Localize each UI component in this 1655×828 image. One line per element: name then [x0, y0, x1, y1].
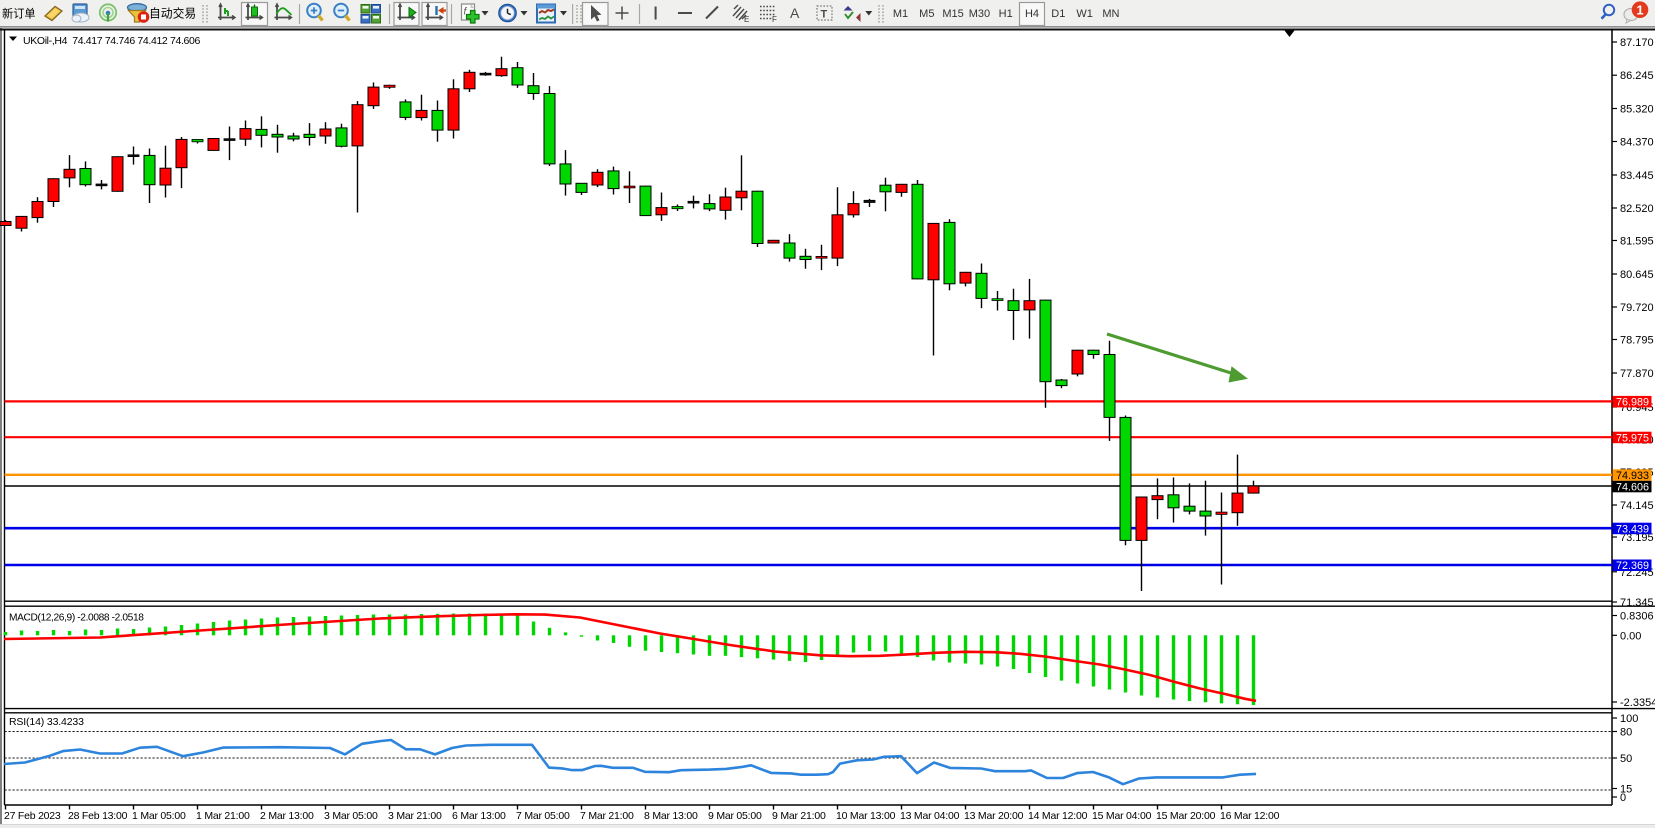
- svg-text:-2.3354: -2.3354: [1620, 697, 1655, 709]
- svg-text:75.975: 75.975: [1616, 432, 1649, 444]
- svg-text:新订单: 新订单: [2, 7, 36, 21]
- svg-text:83.445: 83.445: [1620, 170, 1654, 182]
- svg-text:A: A: [790, 5, 800, 21]
- svg-text:76.989: 76.989: [1616, 397, 1649, 409]
- svg-text:f: f: [464, 7, 468, 18]
- svg-text:16 Mar 12:00: 16 Mar 12:00: [1220, 810, 1280, 822]
- svg-text:72.369: 72.369: [1616, 560, 1649, 572]
- svg-text:3 Mar 05:00: 3 Mar 05:00: [324, 810, 378, 822]
- svg-text:H4: H4: [1025, 8, 1039, 20]
- svg-text:8 Mar 13:00: 8 Mar 13:00: [644, 810, 698, 822]
- svg-text:9 Mar 05:00: 9 Mar 05:00: [708, 810, 762, 822]
- svg-text:100: 100: [1620, 713, 1638, 725]
- svg-text:14 Mar 12:00: 14 Mar 12:00: [1028, 810, 1088, 822]
- svg-text:13 Mar 20:00: 13 Mar 20:00: [964, 810, 1024, 822]
- svg-text:73.195: 73.195: [1620, 532, 1654, 544]
- svg-text:74.606: 74.606: [1616, 482, 1649, 494]
- svg-text:M1: M1: [893, 8, 908, 20]
- svg-text:9 Mar 21:00: 9 Mar 21:00: [772, 810, 826, 822]
- svg-text:80: 80: [1620, 727, 1632, 739]
- svg-text:自动交易: 自动交易: [149, 7, 196, 21]
- svg-text:MN: MN: [1102, 8, 1119, 20]
- svg-text:M15: M15: [942, 8, 963, 20]
- svg-text:1 Mar 05:00: 1 Mar 05:00: [132, 810, 186, 822]
- svg-text:E: E: [744, 15, 749, 24]
- svg-text:0: 0: [1620, 792, 1626, 804]
- svg-text:71.345: 71.345: [1620, 597, 1654, 609]
- svg-text:F: F: [772, 15, 777, 24]
- svg-text:0.8306: 0.8306: [1620, 611, 1654, 623]
- svg-text:10 Mar 13:00: 10 Mar 13:00: [836, 810, 896, 822]
- svg-text:79.720: 79.720: [1620, 302, 1654, 314]
- svg-text:15: 15: [1620, 784, 1632, 796]
- svg-text:74.933: 74.933: [1616, 470, 1649, 482]
- svg-text:H1: H1: [999, 8, 1013, 20]
- svg-text:1: 1: [1636, 2, 1643, 17]
- svg-text:81.595: 81.595: [1620, 236, 1654, 248]
- svg-text:50: 50: [1620, 753, 1632, 765]
- svg-text:7 Mar 05:00: 7 Mar 05:00: [516, 810, 570, 822]
- svg-text:86.245: 86.245: [1620, 70, 1654, 82]
- svg-text:73.439: 73.439: [1616, 523, 1649, 535]
- svg-text:28 Feb 13:00: 28 Feb 13:00: [68, 810, 128, 822]
- svg-text:15 Mar 04:00: 15 Mar 04:00: [1092, 810, 1152, 822]
- svg-text:T: T: [821, 9, 828, 21]
- svg-text:MACD(12,26,9) -2.0088 -2.0518: MACD(12,26,9) -2.0088 -2.0518: [9, 613, 144, 624]
- svg-text:2 Mar 13:00: 2 Mar 13:00: [260, 810, 314, 822]
- svg-text:80.645: 80.645: [1620, 269, 1654, 281]
- svg-text:15 Mar 20:00: 15 Mar 20:00: [1156, 810, 1216, 822]
- svg-text:RSI(14) 33.4233: RSI(14) 33.4233: [9, 716, 84, 728]
- svg-text:85.320: 85.320: [1620, 104, 1654, 116]
- svg-text:1 Mar 21:00: 1 Mar 21:00: [196, 810, 250, 822]
- svg-text:D1: D1: [1051, 8, 1065, 20]
- svg-text:6 Mar 13:00: 6 Mar 13:00: [452, 810, 506, 822]
- svg-text:M30: M30: [969, 8, 990, 20]
- svg-text:77.870: 77.870: [1620, 368, 1654, 380]
- svg-text:UKOil-,H4 74.417 74.746 74.41: UKOil-,H4 74.417 74.746 74.412 74.606: [23, 35, 201, 47]
- svg-text:M5: M5: [919, 8, 934, 20]
- svg-text:27 Feb 2023: 27 Feb 2023: [4, 810, 61, 822]
- svg-text:3 Mar 21:00: 3 Mar 21:00: [388, 810, 442, 822]
- svg-text:87.170: 87.170: [1620, 37, 1654, 49]
- svg-text:13 Mar 04:00: 13 Mar 04:00: [900, 810, 960, 822]
- svg-text:7 Mar 21:00: 7 Mar 21:00: [580, 810, 634, 822]
- svg-text:74.145: 74.145: [1620, 500, 1654, 512]
- svg-text:82.520: 82.520: [1620, 203, 1654, 215]
- svg-text:W1: W1: [1076, 8, 1093, 20]
- svg-text:78.795: 78.795: [1620, 335, 1654, 347]
- svg-text:0.00: 0.00: [1620, 630, 1641, 642]
- svg-text:84.370: 84.370: [1620, 137, 1654, 149]
